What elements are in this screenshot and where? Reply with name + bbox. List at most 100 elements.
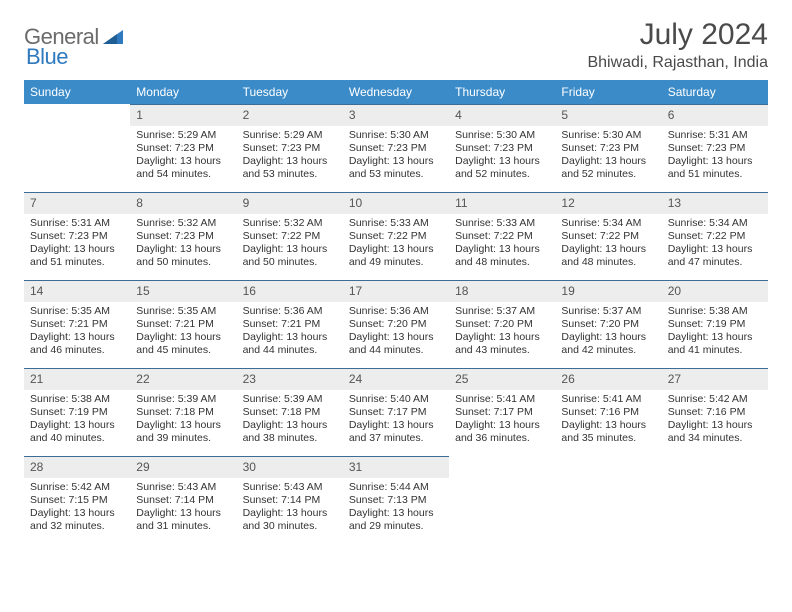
daylight-text: and 53 minutes. [243,168,337,181]
calendar-cell: 16Sunrise: 5:36 AMSunset: 7:21 PMDayligh… [237,280,343,368]
daylight-text: and 47 minutes. [668,256,762,269]
sunrise-text: Sunrise: 5:41 AM [455,393,549,406]
day-body: Sunrise: 5:30 AMSunset: 7:23 PMDaylight:… [449,126,555,186]
day-body: Sunrise: 5:42 AMSunset: 7:15 PMDaylight:… [24,478,130,538]
sunset-text: Sunset: 7:20 PM [455,318,549,331]
daylight-text: Daylight: 13 hours [455,243,549,256]
sunrise-text: Sunrise: 5:37 AM [455,305,549,318]
sunrise-text: Sunrise: 5:40 AM [349,393,443,406]
day-body: Sunrise: 5:35 AMSunset: 7:21 PMDaylight:… [130,302,236,362]
day-number: 15 [130,280,236,302]
daylight-text: Daylight: 13 hours [561,331,655,344]
day-body: Sunrise: 5:37 AMSunset: 7:20 PMDaylight:… [555,302,661,362]
page-title: July 2024 [587,18,768,52]
calendar-cell: 26Sunrise: 5:41 AMSunset: 7:16 PMDayligh… [555,368,661,456]
daylight-text: Daylight: 13 hours [136,155,230,168]
daylight-text: Daylight: 13 hours [349,419,443,432]
day-number: 29 [130,456,236,478]
sunset-text: Sunset: 7:22 PM [455,230,549,243]
sunset-text: Sunset: 7:22 PM [243,230,337,243]
daylight-text: and 32 minutes. [30,520,124,533]
calendar-cell: 15Sunrise: 5:35 AMSunset: 7:21 PMDayligh… [130,280,236,368]
daylight-text: and 52 minutes. [455,168,549,181]
day-body: Sunrise: 5:43 AMSunset: 7:14 PMDaylight:… [130,478,236,538]
weekday-header: Thursday [449,80,555,104]
page: General July 2024 Bhiwadi, Rajasthan, In… [0,0,792,562]
daylight-text: Daylight: 13 hours [349,331,443,344]
daylight-text: and 38 minutes. [243,432,337,445]
sunrise-text: Sunrise: 5:36 AM [349,305,443,318]
sunset-text: Sunset: 7:23 PM [668,142,762,155]
daylight-text: Daylight: 13 hours [668,155,762,168]
calendar-cell: 8Sunrise: 5:32 AMSunset: 7:23 PMDaylight… [130,192,236,280]
brand-part2: Blue [26,44,68,69]
sunrise-text: Sunrise: 5:44 AM [349,481,443,494]
location-subtitle: Bhiwadi, Rajasthan, India [587,54,768,72]
daylight-text: and 43 minutes. [455,344,549,357]
day-body: Sunrise: 5:41 AMSunset: 7:16 PMDaylight:… [555,390,661,450]
calendar-cell: 25Sunrise: 5:41 AMSunset: 7:17 PMDayligh… [449,368,555,456]
sunset-text: Sunset: 7:23 PM [243,142,337,155]
day-number: 2 [237,104,343,126]
calendar-week-row: 14Sunrise: 5:35 AMSunset: 7:21 PMDayligh… [24,280,768,368]
day-number: 8 [130,192,236,214]
calendar-cell: 21Sunrise: 5:38 AMSunset: 7:19 PMDayligh… [24,368,130,456]
daylight-text: and 39 minutes. [136,432,230,445]
sunrise-text: Sunrise: 5:33 AM [455,217,549,230]
sunrise-text: Sunrise: 5:29 AM [136,129,230,142]
daylight-text: and 51 minutes. [30,256,124,269]
calendar-cell [24,104,130,192]
sunrise-text: Sunrise: 5:32 AM [243,217,337,230]
sunrise-text: Sunrise: 5:37 AM [561,305,655,318]
sunset-text: Sunset: 7:23 PM [455,142,549,155]
sunset-text: Sunset: 7:16 PM [668,406,762,419]
sunset-text: Sunset: 7:23 PM [30,230,124,243]
day-body: Sunrise: 5:40 AMSunset: 7:17 PMDaylight:… [343,390,449,450]
sunrise-text: Sunrise: 5:43 AM [136,481,230,494]
calendar-table: Sunday Monday Tuesday Wednesday Thursday… [24,80,768,544]
calendar-cell: 28Sunrise: 5:42 AMSunset: 7:15 PMDayligh… [24,456,130,544]
sunset-text: Sunset: 7:13 PM [349,494,443,507]
day-number: 22 [130,368,236,390]
calendar-cell: 31Sunrise: 5:44 AMSunset: 7:13 PMDayligh… [343,456,449,544]
daylight-text: and 54 minutes. [136,168,230,181]
sunrise-text: Sunrise: 5:35 AM [136,305,230,318]
weekday-header: Wednesday [343,80,449,104]
daylight-text: Daylight: 13 hours [455,155,549,168]
calendar-cell: 11Sunrise: 5:33 AMSunset: 7:22 PMDayligh… [449,192,555,280]
calendar-cell: 12Sunrise: 5:34 AMSunset: 7:22 PMDayligh… [555,192,661,280]
daylight-text: Daylight: 13 hours [30,331,124,344]
daylight-text: and 42 minutes. [561,344,655,357]
sunrise-text: Sunrise: 5:39 AM [243,393,337,406]
calendar-cell: 7Sunrise: 5:31 AMSunset: 7:23 PMDaylight… [24,192,130,280]
calendar-cell [662,456,768,544]
daylight-text: and 41 minutes. [668,344,762,357]
day-body: Sunrise: 5:30 AMSunset: 7:23 PMDaylight:… [343,126,449,186]
day-number: 12 [555,192,661,214]
daylight-text: and 44 minutes. [243,344,337,357]
day-number: 19 [555,280,661,302]
day-body: Sunrise: 5:38 AMSunset: 7:19 PMDaylight:… [24,390,130,450]
daylight-text: and 30 minutes. [243,520,337,533]
daylight-text: and 44 minutes. [349,344,443,357]
sunrise-text: Sunrise: 5:43 AM [243,481,337,494]
day-number: 21 [24,368,130,390]
sunrise-text: Sunrise: 5:41 AM [561,393,655,406]
day-body: Sunrise: 5:34 AMSunset: 7:22 PMDaylight:… [555,214,661,274]
calendar-cell [449,456,555,544]
day-number: 27 [662,368,768,390]
day-number: 1 [130,104,236,126]
daylight-text: and 35 minutes. [561,432,655,445]
calendar-cell: 20Sunrise: 5:38 AMSunset: 7:19 PMDayligh… [662,280,768,368]
sunrise-text: Sunrise: 5:33 AM [349,217,443,230]
sunset-text: Sunset: 7:16 PM [561,406,655,419]
calendar-cell: 6Sunrise: 5:31 AMSunset: 7:23 PMDaylight… [662,104,768,192]
daylight-text: Daylight: 13 hours [243,243,337,256]
day-body: Sunrise: 5:30 AMSunset: 7:23 PMDaylight:… [555,126,661,186]
brand-triangle-icon [103,26,123,49]
header: General July 2024 Bhiwadi, Rajasthan, In… [24,18,768,72]
calendar-cell: 29Sunrise: 5:43 AMSunset: 7:14 PMDayligh… [130,456,236,544]
sunrise-text: Sunrise: 5:42 AM [668,393,762,406]
sunset-text: Sunset: 7:23 PM [561,142,655,155]
sunset-text: Sunset: 7:21 PM [243,318,337,331]
